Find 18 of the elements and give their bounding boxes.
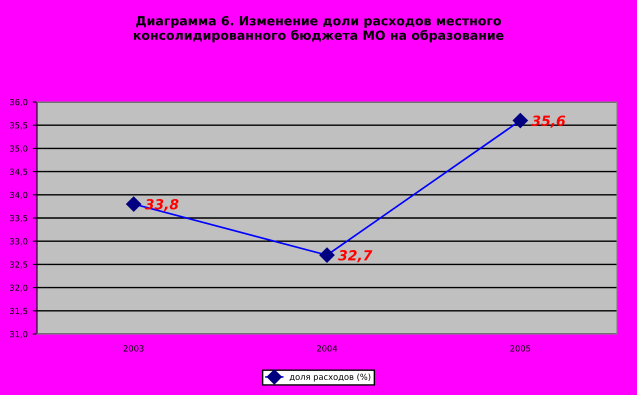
y-tick-label: 32,5: [10, 261, 28, 269]
y-tick-label: 33,5: [10, 214, 28, 222]
x-tick-label: 2003: [124, 345, 144, 352]
y-tick-label: 34,5: [10, 168, 28, 176]
y-tick-label: 32,0: [10, 284, 28, 292]
x-tick-label: 2004: [317, 345, 338, 352]
data-label: 33,8: [144, 198, 179, 212]
y-tick-label: 35,5: [10, 122, 28, 130]
y-tick-label: 35,0: [10, 145, 28, 153]
y-tick-label: 31,0: [10, 330, 28, 338]
y-tick-label: 34,0: [10, 192, 28, 199]
y-tick-label: 33,0: [10, 238, 28, 246]
legend-label: доля расходов (%): [290, 374, 370, 382]
y-tick-label: 31,5: [10, 308, 28, 315]
y-tick-label: 36,0: [10, 98, 28, 106]
x-tick-label: 2005: [510, 345, 530, 352]
chart-title: Диаграмма 6. Изменение доли расходов местного консолидированного бюджета МО на образование: [134, 16, 504, 42]
data-label: 32,7: [338, 250, 372, 262]
